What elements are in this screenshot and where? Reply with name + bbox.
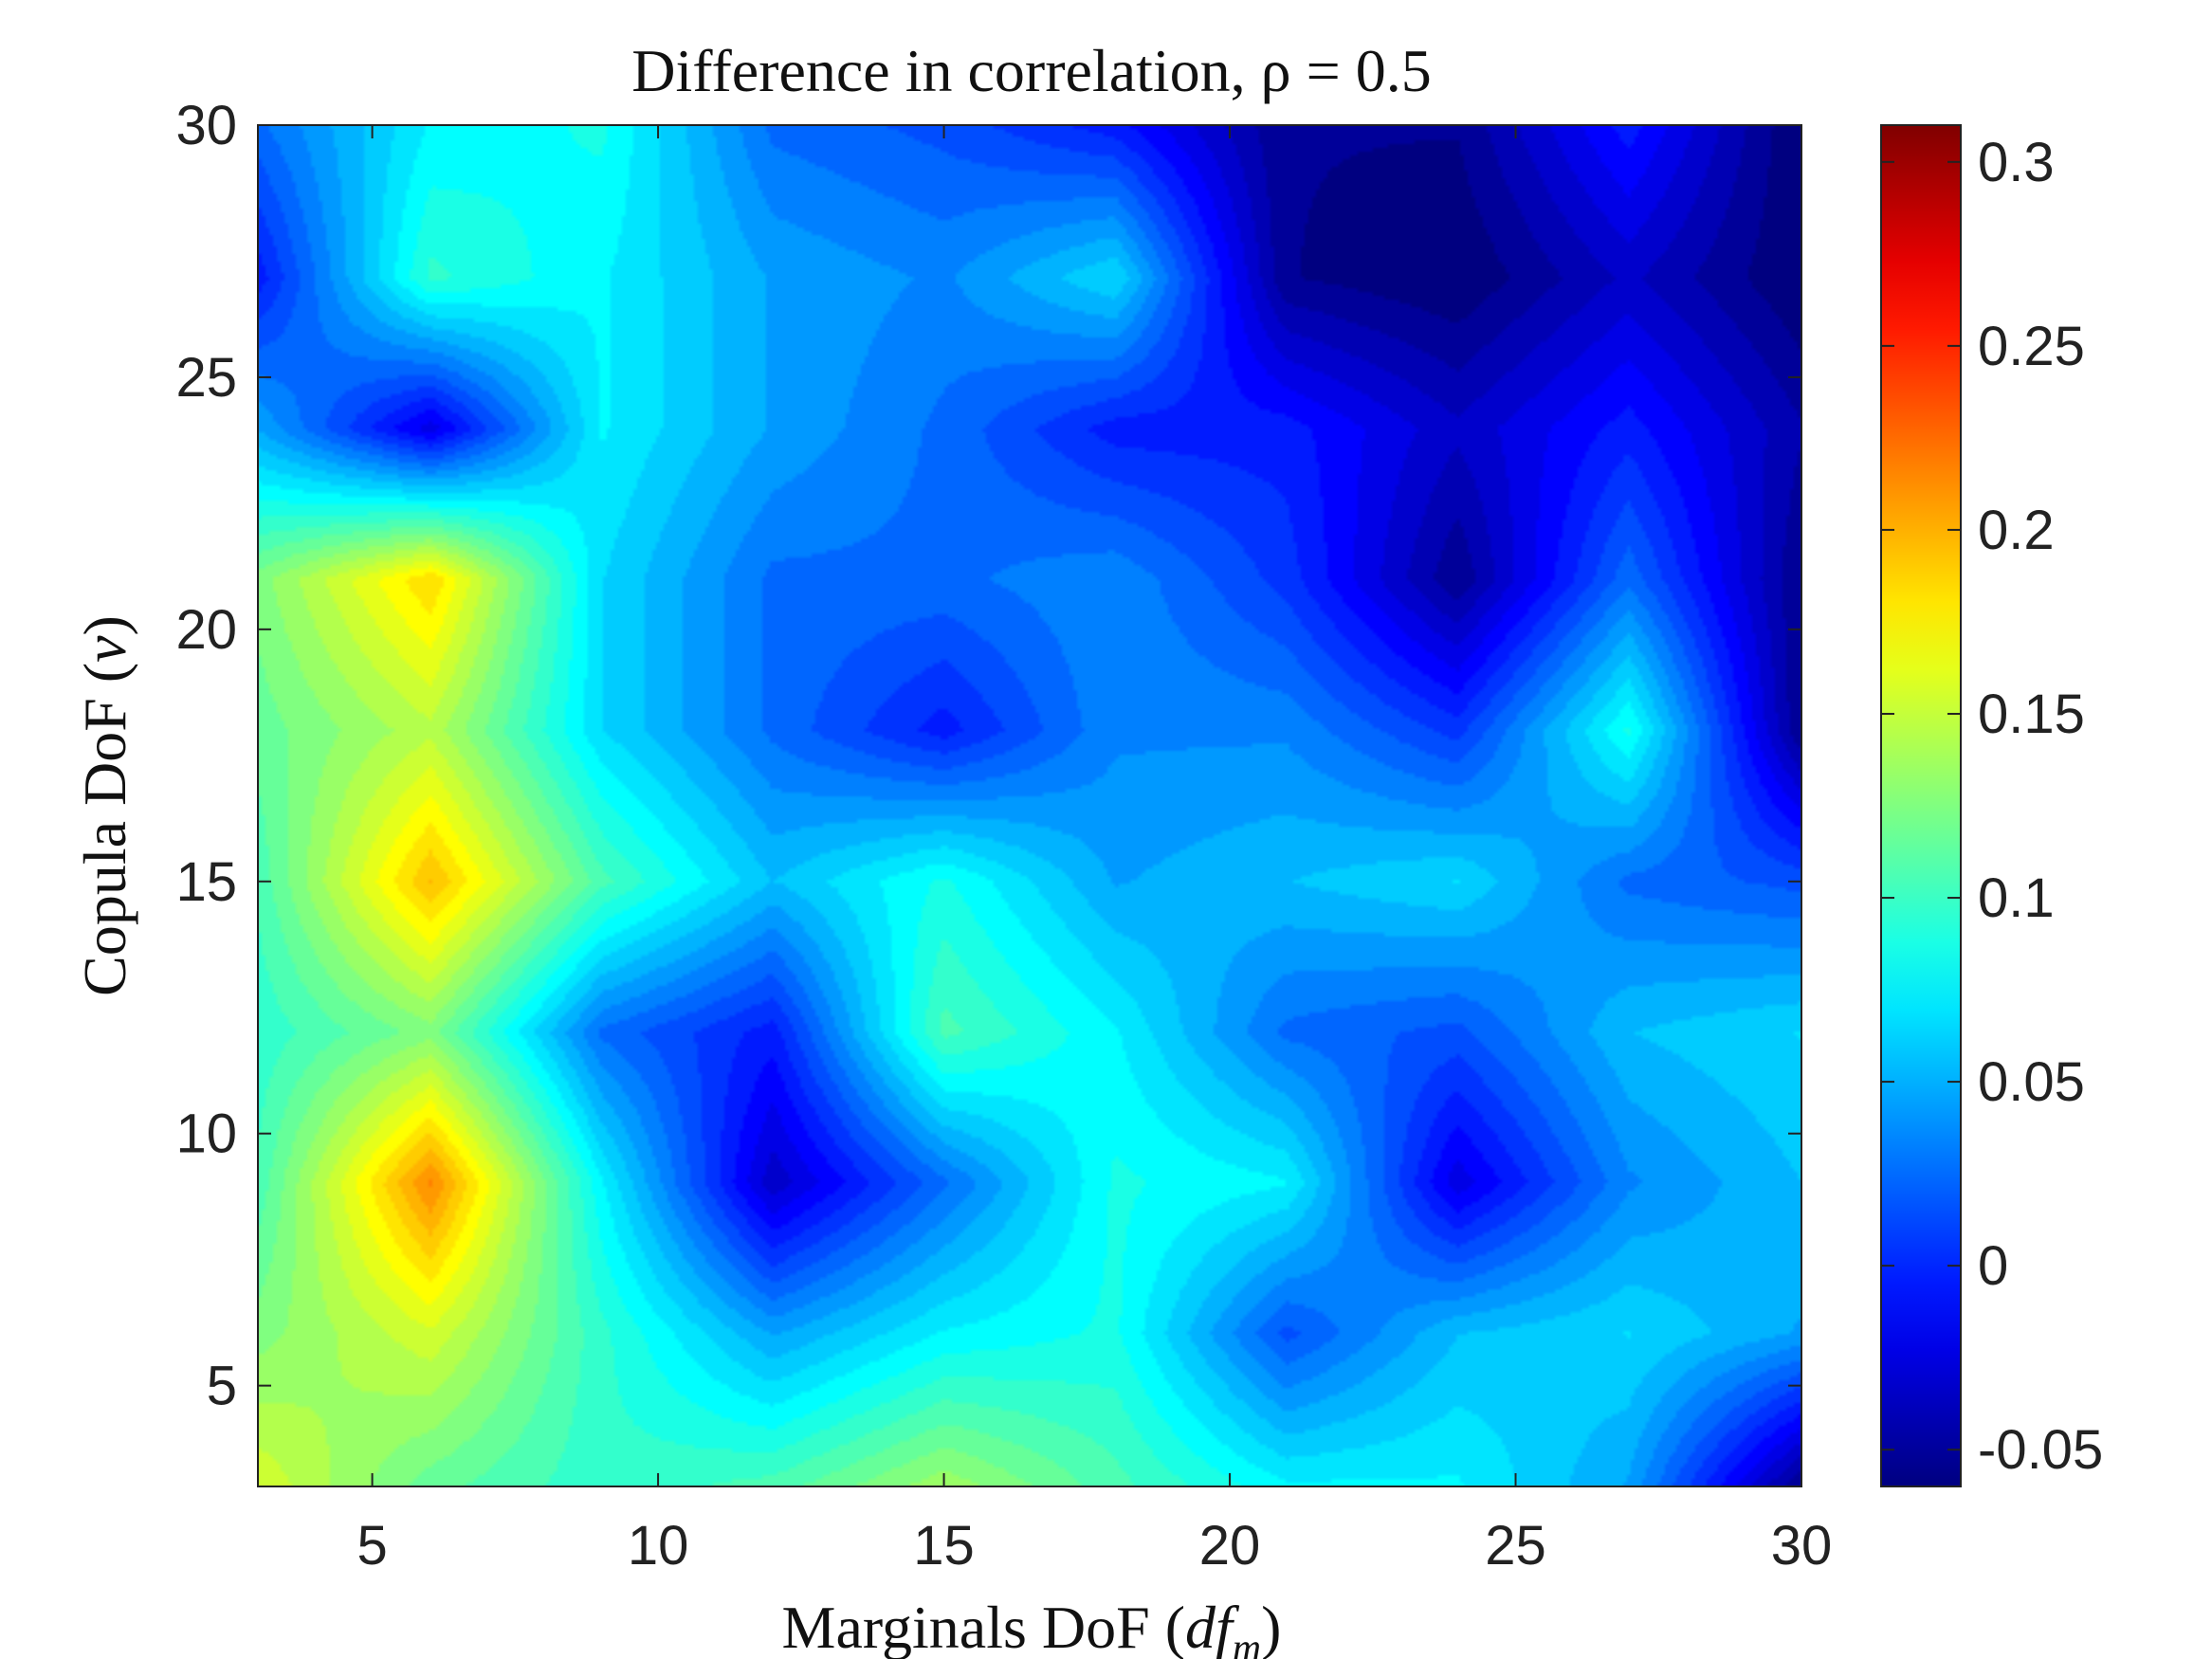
plot-area [257, 124, 1802, 1487]
colorbar-tick-label: 0 [1978, 1235, 2008, 1297]
colorbar-ticks: 0.3 0.25 0.2 0.15 0.1 0.05 0 -0.05 [1881, 132, 2103, 1481]
plot-frame [257, 124, 1802, 1487]
colorbar-scale [1880, 124, 1962, 1487]
colorbar-tick-label: 0.3 [1978, 132, 2055, 193]
x-tick-label: 10 [628, 1515, 689, 1577]
colorbar-tick-label: 0.2 [1978, 500, 2055, 561]
chart-title: Difference in correlation, ρ = 0.5 [631, 37, 1431, 104]
y-tick-label: 30 [175, 95, 237, 156]
x-axis: 5 10 15 20 25 30 [356, 125, 1832, 1577]
x-tick-label: 15 [913, 1515, 975, 1577]
x-tick-label: 25 [1485, 1515, 1546, 1577]
colorbar-tick-label: 0.15 [1978, 684, 2085, 745]
y-tick-label: 10 [175, 1103, 237, 1165]
y-tick-label: 20 [175, 599, 237, 661]
y-tick-label: 15 [175, 851, 237, 913]
svg-text:Marginals DoF (dfm): Marginals DoF (dfm) [782, 1594, 1282, 1659]
y-tick-label: 25 [175, 347, 237, 409]
colorbar-tick-label: 0.25 [1978, 316, 2085, 377]
x-tick-label: 20 [1199, 1515, 1261, 1577]
x-tick-label: 30 [1771, 1515, 1833, 1577]
colorbar-tick-label: -0.05 [1978, 1419, 2103, 1481]
y-axis: 5 10 15 20 25 30 [175, 95, 1801, 1417]
y-tick-label: 5 [207, 1356, 237, 1417]
svg-text:Copula DoF (ν): Copula DoF (ν) [71, 615, 138, 996]
heatmap-surface [258, 125, 1801, 1486]
x-tick-label: 5 [356, 1515, 387, 1577]
colorbar-tick-label: 0.1 [1978, 867, 2055, 929]
colorbar-tick-label: 0.05 [1978, 1051, 2085, 1113]
x-axis-label: Marginals DoF (dfm) [782, 1594, 1282, 1659]
y-axis-label: Copula DoF (ν) [71, 615, 138, 996]
colorbar: 0.3 0.25 0.2 0.15 0.1 0.05 0 -0.05 [1880, 124, 2103, 1487]
